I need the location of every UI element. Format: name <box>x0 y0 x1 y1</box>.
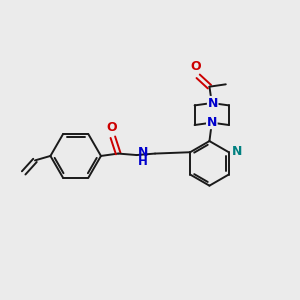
Text: O: O <box>106 121 117 134</box>
Text: N: N <box>232 145 243 158</box>
Text: N: N <box>208 97 218 110</box>
Text: N: N <box>138 146 148 159</box>
Text: N: N <box>207 116 217 129</box>
Text: O: O <box>190 60 201 73</box>
Text: H: H <box>138 155 148 168</box>
